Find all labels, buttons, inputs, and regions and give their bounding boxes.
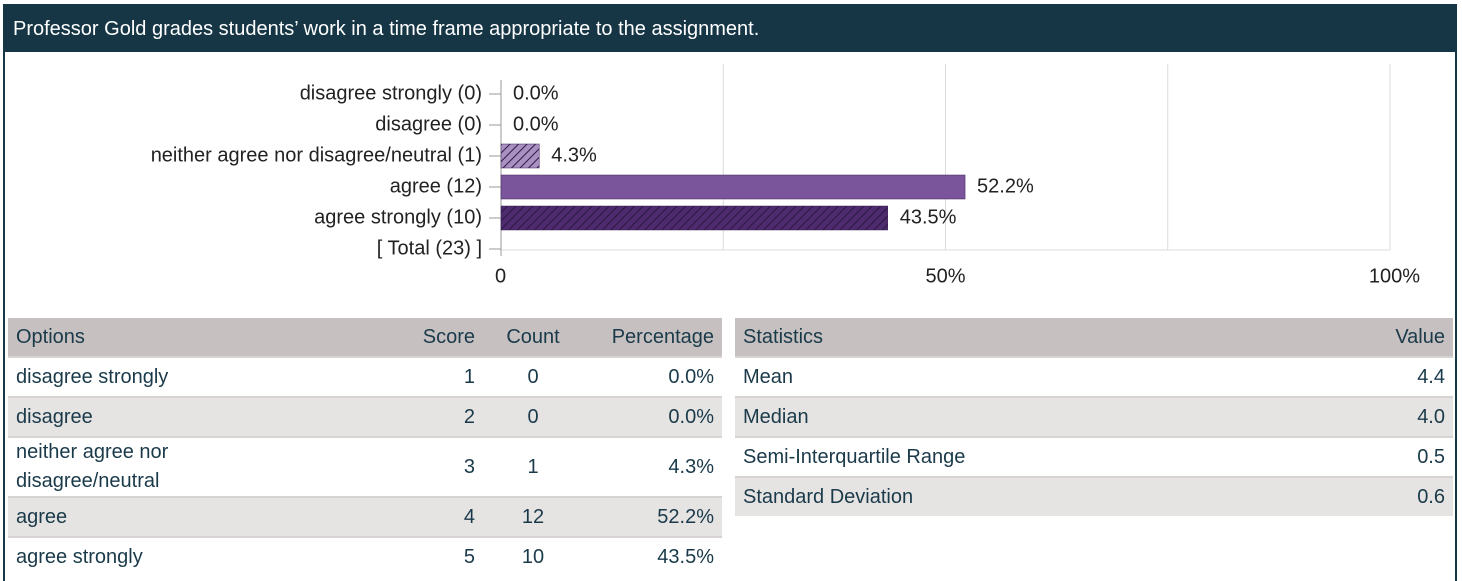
y-tick-label: agree strongly (10) [314, 206, 482, 228]
header-row: Options Score Count Percentage [8, 318, 722, 357]
y-tick-label: disagree (0) [375, 113, 482, 135]
cell: Semi-Interquartile Range [735, 436, 1251, 477]
column-header: Percentage [583, 318, 722, 357]
row: agree 4 12 52.2% [8, 496, 722, 537]
cell: 43.5% [583, 536, 722, 576]
row: disagree 2 0 0.0% [8, 396, 722, 437]
column-header: Count [483, 318, 583, 357]
cell: 0.0% [583, 396, 722, 437]
cell: 0 [483, 396, 583, 437]
cell: Median [735, 396, 1251, 437]
cell: neither agree nor disagree/neutral [8, 436, 248, 497]
cell: 0 [483, 356, 583, 397]
cell: disagree strongly [8, 356, 248, 397]
row: Median 4.0 [735, 396, 1453, 437]
bar [500, 174, 966, 200]
cell: 1 [248, 356, 483, 397]
x-tick-label: 100% [1369, 265, 1420, 287]
column-header: Value [1251, 318, 1453, 357]
cell: 4.4 [1251, 356, 1453, 397]
cell: Mean [735, 356, 1251, 397]
cell: agree strongly [8, 536, 248, 576]
cell: 0.6 [1251, 476, 1453, 516]
row: Standard Deviation 0.6 [735, 476, 1453, 516]
row: Mean 4.4 [735, 356, 1453, 397]
value-label: 52.2% [977, 175, 1034, 197]
row: neither agree nor disagree/neutral 3 1 4.3% [8, 436, 722, 497]
cell: 3 [248, 436, 483, 497]
row: Semi-Interquartile Range 0.5 [735, 436, 1453, 477]
header-title: Professor Gold grades students’ work in … [3, 4, 1457, 52]
cell: 4 [248, 496, 483, 537]
x-tick-label: 0 [495, 265, 506, 287]
cell: 52.2% [583, 496, 722, 537]
y-tick-label: [ Total (23) ] [377, 237, 482, 259]
value-label: 43.5% [900, 206, 957, 228]
value-label: 4.3% [551, 144, 597, 166]
cell: 4.3% [583, 436, 722, 497]
y-tick-label: neither agree nor disagree/neutral (1) [151, 144, 482, 166]
column-header: Score [248, 318, 483, 357]
chart: 0 50% 100% disagree strongly (0) 0.0% disagre… [151, 64, 1420, 287]
cell: 2 [248, 396, 483, 437]
cell: 5 [248, 536, 483, 576]
cell: 0.5 [1251, 436, 1453, 477]
statistics-table: Statistics Value Mean 4.4 Median 4.0 Semi-Inte… [735, 318, 1453, 516]
bar [500, 143, 540, 169]
column-header: Statistics [735, 318, 1251, 357]
cell: 1 [483, 436, 583, 497]
bar [500, 205, 888, 231]
value-label: 0.0% [513, 82, 559, 104]
cell: 10 [483, 536, 583, 576]
cell: 12 [483, 496, 583, 537]
y-tick-label: disagree strongly (0) [300, 82, 482, 104]
cell: disagree [8, 396, 248, 437]
x-tick-label: 50% [925, 265, 965, 287]
row: disagree strongly 1 0 0.0% [8, 356, 722, 397]
cell: agree [8, 496, 248, 537]
cell: 0.0% [583, 356, 722, 397]
cell: 4.0 [1251, 396, 1453, 437]
column-header: Options [8, 318, 248, 357]
options-table: Options Score Count Percentage disagree stro… [8, 318, 722, 576]
row: agree strongly 5 10 43.5% [8, 536, 722, 576]
value-label: 0.0% [513, 113, 559, 135]
header-row: Statistics Value [735, 318, 1453, 357]
cell: Standard Deviation [735, 476, 1251, 516]
y-tick-label: agree (12) [390, 175, 482, 197]
